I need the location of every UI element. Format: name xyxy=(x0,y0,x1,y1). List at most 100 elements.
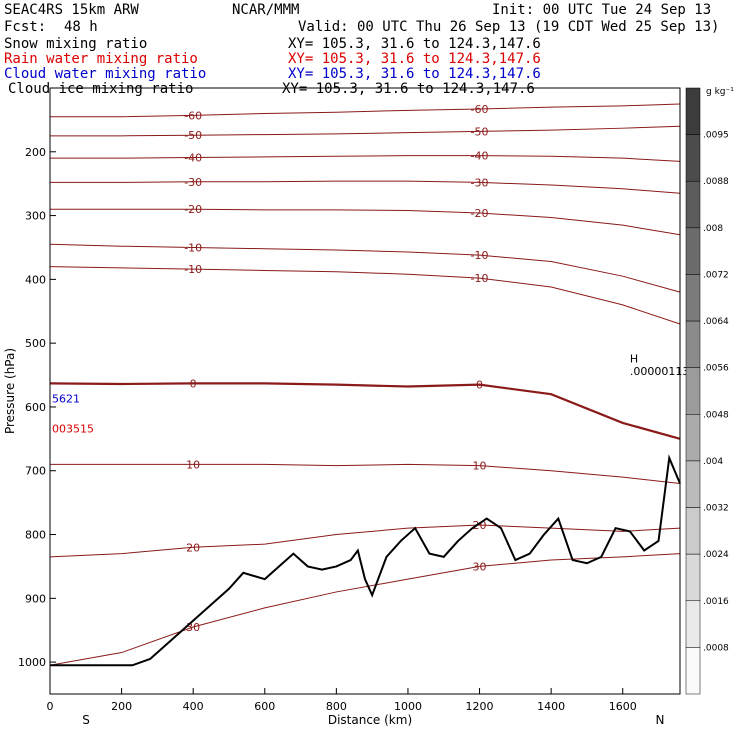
annotation-2: 5621 xyxy=(52,392,80,405)
field-xy-cloud-water: XY= 105.3, 31.6 to 124.3,147.6 xyxy=(288,66,541,82)
y-tick-label: 200 xyxy=(25,146,46,159)
annotation-3: 003515 xyxy=(52,422,94,435)
y-tick-label: 700 xyxy=(25,465,46,478)
colorbar-label: .0095 xyxy=(703,131,729,141)
x-tick-label: 1000 xyxy=(394,700,422,713)
contour-0 xyxy=(50,103,681,118)
x-tick-label: 200 xyxy=(111,700,132,713)
y-tick-label: 300 xyxy=(25,210,46,223)
contour-label: -60 xyxy=(184,109,202,122)
contour-6 xyxy=(49,266,681,325)
contour-label: -10 xyxy=(471,249,489,262)
colorbar-label: .0088 xyxy=(703,177,729,187)
contour-label: 20 xyxy=(186,541,200,554)
header-init: Init: 00 UTC Tue 24 Sep 13 xyxy=(492,2,712,18)
colorbar-swatch xyxy=(685,180,701,229)
temperature-contours: -60 -60 -50 -50 -40 -40 -30 -30 -20 -20 -10 -10 -10 -… xyxy=(49,103,681,666)
colorbar-swatch xyxy=(685,507,701,555)
contour-8 xyxy=(50,463,681,484)
y-tick-label: 900 xyxy=(25,592,46,605)
y-tick-label: 500 xyxy=(25,337,46,350)
field-name-cloud-ice: Cloud ice mixing ratio xyxy=(8,81,193,97)
annotation-0: H xyxy=(630,352,638,365)
header-title: SEAC4RS 15km ARW xyxy=(4,2,139,18)
y-tick-label: 400 xyxy=(25,273,46,286)
colorbar-unit: g kg⁻¹ xyxy=(706,87,734,97)
colorbar-swatch xyxy=(685,134,701,182)
endpoint-left: S xyxy=(82,713,90,727)
terrain-line xyxy=(50,454,681,667)
endpoint-right: N xyxy=(656,713,665,727)
colorbar-swatch xyxy=(685,367,701,415)
contour-3 xyxy=(50,180,681,194)
contour-label: 0 xyxy=(190,377,197,390)
contour-label: 30 xyxy=(186,621,200,634)
contour-label: -20 xyxy=(471,207,489,220)
terrain-group xyxy=(50,454,681,667)
contour-1 xyxy=(50,125,681,137)
colorbar-swatch xyxy=(685,414,701,462)
colorbar-label: .0008 xyxy=(703,643,729,653)
y-axis-title: Pressure (hPa) xyxy=(3,348,17,434)
y-tick-label: 600 xyxy=(25,401,46,414)
contour-label: -50 xyxy=(471,125,489,138)
contour-9 xyxy=(49,524,681,558)
colorbar-label: .0016 xyxy=(703,597,729,607)
x-tick-label: 600 xyxy=(254,700,275,713)
plot-frame xyxy=(49,87,681,695)
header-valid: Valid: 00 UTC Thu 26 Sep 13 (19 CDT Wed … xyxy=(298,19,720,35)
contour-10 xyxy=(49,553,681,666)
contour-label: -60 xyxy=(471,103,489,116)
y-tick-label: 800 xyxy=(25,529,46,542)
contour-label: -10 xyxy=(184,241,202,254)
colorbar: .0095 .0088 .008 .0072 .0064 .0056 .0048 .004 .0… xyxy=(685,87,729,695)
contour-label: 30 xyxy=(473,560,487,573)
contour-label: -10 xyxy=(471,272,489,285)
contour-label: -30 xyxy=(471,176,489,189)
y-tick-label: 1000 xyxy=(18,656,46,669)
colorbar-label: .0048 xyxy=(703,410,729,420)
contour-label: -10 xyxy=(184,263,202,276)
x-axis-title: Distance (km) xyxy=(328,713,412,727)
colorbar-label: .0032 xyxy=(703,504,729,514)
colorbar-swatch xyxy=(685,553,701,602)
colorbar-swatch xyxy=(685,274,701,322)
x-tick-label: 400 xyxy=(183,700,204,713)
contour-2 xyxy=(50,155,681,162)
colorbar-swatch xyxy=(685,647,701,695)
colorbar-label: .004 xyxy=(703,457,723,467)
contour-label: -30 xyxy=(184,176,202,189)
colorbar-label: .0072 xyxy=(703,270,729,280)
x-tick-label: 1400 xyxy=(537,700,565,713)
colorbar-label: .008 xyxy=(703,224,723,234)
colorbar-label: .0024 xyxy=(703,550,729,560)
x-axis-ticks: 0 200 400 600 800 1000 1200 1400 1600 xyxy=(47,688,637,713)
field-xy-cloud-ice: XY= 105.3, 31.6 to 124.3,147.6 xyxy=(282,81,535,97)
colorbar-swatch xyxy=(685,320,701,368)
contour-label: 10 xyxy=(186,458,200,471)
field-name-rain: Rain water mixing ratio xyxy=(4,51,198,67)
contour-label: -20 xyxy=(184,203,202,216)
header-fcst-value: 48 h xyxy=(64,19,98,35)
field-name-snow: Snow mixing ratio xyxy=(4,36,148,52)
contour-label: -40 xyxy=(184,152,202,165)
colorbar-swatch xyxy=(685,87,701,135)
plot-area xyxy=(50,88,680,694)
x-tick-label: 1200 xyxy=(466,700,494,713)
header-fcst-label: Fcst: xyxy=(4,19,47,35)
contour-4 xyxy=(50,208,681,236)
field-xy-snow: XY= 105.3, 31.6 to 124.3,147.6 xyxy=(288,36,541,52)
colorbar-label: .0064 xyxy=(703,317,729,327)
contour-label: 0 xyxy=(476,379,483,392)
contour-7 xyxy=(49,382,681,440)
y-axis-ticks: 200 300 400 500 600 700 800 900 1000 xyxy=(18,146,56,669)
field-xy-rain: XY= 105.3, 31.6 to 124.3,147.6 xyxy=(288,51,541,67)
contour-label: 10 xyxy=(473,460,487,473)
x-tick-label: 0 xyxy=(47,700,54,713)
colorbar-swatch xyxy=(685,460,701,508)
header-center: NCAR/MMM xyxy=(232,2,300,18)
x-tick-label: 800 xyxy=(326,700,347,713)
field-name-cloud-water: Cloud water mixing ratio xyxy=(4,66,207,82)
colorbar-swatch xyxy=(685,227,701,275)
colorbar-swatch xyxy=(685,600,701,648)
